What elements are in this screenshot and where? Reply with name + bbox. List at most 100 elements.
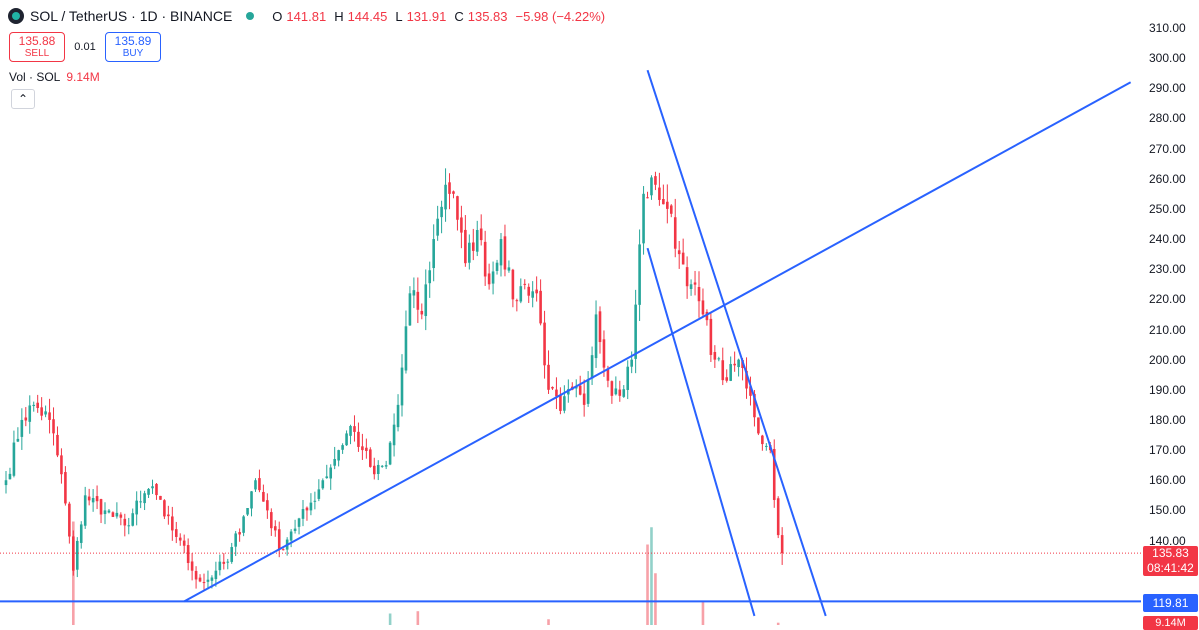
volume-bar [776, 622, 780, 625]
candle [519, 278, 523, 304]
candle [171, 506, 174, 541]
candle [337, 449, 340, 467]
candle [384, 460, 388, 470]
candle [107, 508, 111, 514]
candle [400, 354, 404, 417]
volume-bar [547, 619, 550, 625]
solana-logo-icon [8, 8, 24, 24]
market-open-status-icon [246, 12, 255, 20]
price-tick: 230.00 [1149, 262, 1186, 277]
candle [297, 517, 301, 535]
candle [333, 446, 336, 470]
candle [103, 502, 107, 525]
price-tick: 250.00 [1149, 201, 1186, 216]
candle [416, 277, 420, 324]
candle [444, 168, 447, 222]
drawings[interactable] [0, 69, 1141, 617]
candle [8, 467, 12, 480]
candle [131, 508, 135, 527]
trendline-channel-upper[interactable] [646, 69, 827, 617]
candle [83, 486, 87, 529]
candle [289, 529, 293, 548]
candle [353, 415, 356, 442]
candle [273, 520, 277, 537]
candle [99, 498, 103, 524]
price-axis[interactable]: 135.83 08:41:42 119.81 9.14M 310.00 300.0… [1141, 0, 1199, 630]
ohlc-close: 135.83 [467, 8, 508, 24]
candle [329, 464, 333, 490]
candle [757, 417, 760, 436]
candle [602, 330, 606, 377]
candle [705, 309, 709, 326]
candle [666, 184, 669, 224]
candle [487, 263, 491, 290]
candle [246, 507, 249, 517]
candle [182, 534, 186, 554]
candle [677, 240, 681, 269]
candle [693, 270, 697, 296]
candle [163, 499, 166, 520]
candle [64, 466, 67, 506]
candle [662, 184, 665, 205]
volume-value: 9.14M [66, 70, 100, 84]
candle [321, 478, 325, 490]
candle [765, 443, 768, 451]
candle [20, 408, 24, 450]
volume-bar [646, 544, 649, 625]
candle [701, 288, 705, 318]
trendline-ascending-support[interactable] [183, 81, 1132, 603]
candle [780, 527, 784, 565]
candle [262, 484, 265, 502]
candle [48, 398, 51, 434]
price-tick: 290.00 [1149, 81, 1186, 96]
price-tick: 280.00 [1149, 111, 1186, 126]
candle [638, 229, 641, 321]
candle [622, 385, 626, 398]
sell-button[interactable]: 135.88 SELL [9, 32, 65, 62]
candle [772, 439, 776, 508]
candle [238, 528, 241, 542]
candle [709, 312, 713, 362]
trade-panel: 135.88 SELL 0.01 135.89 BUY [9, 32, 161, 62]
price-tick: 150.00 [1149, 503, 1186, 518]
horizontal-line-price-label: 119.81 [1143, 594, 1198, 612]
candle [574, 379, 578, 398]
price-tick: 220.00 [1149, 292, 1186, 307]
candle [151, 479, 154, 494]
candle [614, 376, 618, 396]
candle [222, 553, 226, 570]
price-chart[interactable] [0, 0, 1141, 625]
candle [16, 427, 20, 443]
candle-countdown: 08:41:42 [1147, 561, 1194, 575]
sell-price: 135.88 [18, 34, 56, 48]
candle [460, 205, 463, 249]
candle [681, 238, 685, 265]
candle [214, 561, 218, 587]
last-price-value: 135.83 [1152, 546, 1189, 560]
candle [539, 279, 542, 326]
candle [733, 351, 736, 372]
ohlc-readout: O 141.81 H 144.45 L 131.91 C 135.83 −5.98 (−… [272, 8, 606, 24]
candle [167, 505, 170, 525]
buy-price: 135.89 [114, 34, 152, 48]
candle [503, 224, 507, 277]
candle [468, 234, 471, 270]
buy-button[interactable]: 135.89 BUY [105, 32, 161, 62]
candle [301, 500, 305, 527]
candle [325, 464, 329, 479]
candle [270, 508, 273, 536]
collapse-legend-button[interactable]: ⌃ [11, 89, 35, 109]
price-tick: 180.00 [1149, 412, 1186, 427]
candle [32, 401, 36, 412]
candle [12, 430, 16, 478]
candle [198, 574, 202, 583]
trendline-channel-lower[interactable] [646, 247, 756, 617]
candle [357, 422, 360, 452]
candle [642, 186, 645, 255]
ohlc-open: 141.81 [286, 8, 327, 24]
candle [218, 554, 222, 576]
symbol-title[interactable]: SOL / TetherUS · 1D · BINANCE [30, 8, 233, 24]
candle [456, 195, 459, 231]
candle [111, 511, 115, 518]
